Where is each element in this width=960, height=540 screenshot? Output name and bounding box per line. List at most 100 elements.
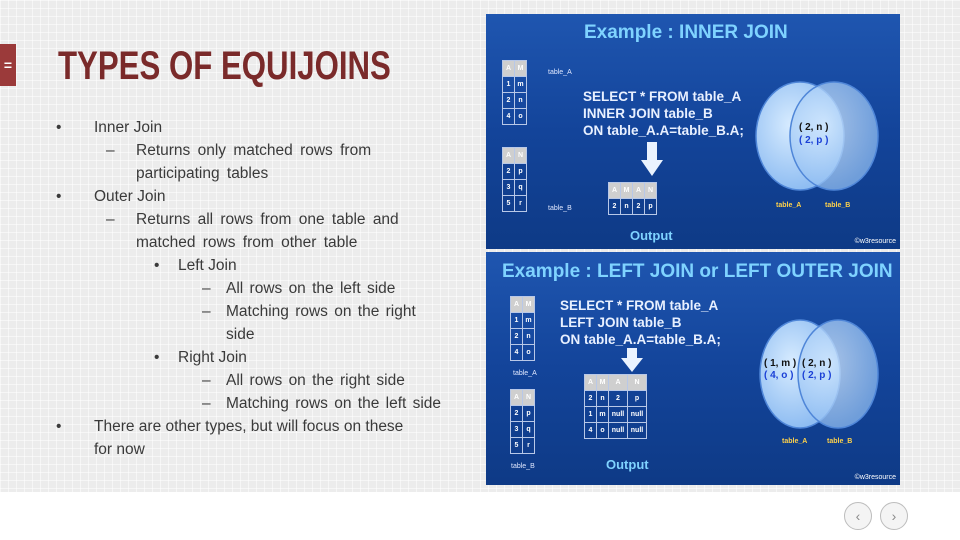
- table-cell: 3: [510, 421, 523, 438]
- table-cell: r: [522, 437, 535, 454]
- bullet-marker: •: [56, 119, 62, 136]
- sql-line: ON table_A.A=table_B.A;: [583, 123, 744, 138]
- output-label: Output: [630, 228, 673, 243]
- bullet-item: – All rows on the right side: [56, 369, 476, 392]
- venn-diagram: [755, 81, 879, 191]
- table-cell: 2: [510, 405, 523, 422]
- table-cell: m: [514, 76, 527, 93]
- table-cell: 1: [510, 312, 523, 329]
- bullet-text: for now: [94, 441, 145, 458]
- table-cell: n: [514, 92, 527, 109]
- table-cell: 2: [632, 198, 645, 215]
- table-cell: p: [644, 198, 657, 215]
- bullet-text: Returns only matched rows from: [136, 142, 372, 159]
- sql-line: ON table_A.A=table_B.A;: [560, 332, 721, 347]
- table-cell: A: [502, 147, 515, 164]
- bullet-item: • There are other types, but will focus o…: [56, 415, 476, 438]
- bullet-text: Right Join: [178, 349, 247, 366]
- previous-slide-button[interactable]: ‹: [844, 502, 872, 530]
- bullet-marker: –: [202, 280, 211, 297]
- bullet-item: for now: [56, 438, 476, 461]
- table-a-label: table_A: [513, 370, 537, 377]
- bullet-text: Inner Join: [94, 119, 163, 136]
- table-cell: A: [584, 374, 597, 391]
- output-label: Output: [606, 457, 649, 472]
- bullet-list: • Inner Join – Returns only matched rows fr…: [56, 116, 476, 461]
- bullet-item: • Outer Join: [56, 185, 476, 208]
- table-cell: 4: [584, 422, 597, 439]
- bullet-text: There are other types, but will focus on…: [94, 418, 404, 435]
- sql-line: INNER JOIN table_B: [583, 106, 713, 121]
- table-cell: M: [522, 296, 535, 313]
- bullet-item: – Matching rows on the left side: [56, 392, 476, 415]
- table-cell: 1: [502, 76, 515, 93]
- table-cell: A: [632, 182, 645, 199]
- table-b-label: table_B: [548, 205, 572, 212]
- menu-tab-icon[interactable]: =: [0, 44, 16, 86]
- table-cell: m: [522, 312, 535, 329]
- table-cell: 3: [502, 179, 515, 196]
- venn-pair-1: ( 2, n ): [799, 122, 829, 133]
- bullet-item: – Returns only matched rows from: [56, 139, 476, 162]
- venn-label-a: table_A: [776, 202, 802, 209]
- table-cell: null: [627, 422, 647, 439]
- bullet-marker: •: [56, 418, 62, 435]
- down-arrow-icon: [621, 348, 643, 372]
- bullet-item: side: [56, 323, 476, 346]
- table-cell: 1: [584, 406, 597, 423]
- bullet-text: Left Join: [178, 257, 237, 274]
- left-join-diagram: Example : LEFT JOIN or LEFT OUTER JOIN A…: [486, 252, 900, 485]
- table-cell: r: [514, 195, 527, 212]
- slide-title: TYPES OF EQUIJOINS: [58, 44, 391, 88]
- table-b-label: table_B: [511, 463, 535, 470]
- bullet-item: participating tables: [56, 162, 476, 185]
- table-cell: A: [510, 296, 523, 313]
- bullet-marker: •: [154, 257, 160, 274]
- bullet-text: Matching rows on the right: [226, 303, 416, 320]
- bullet-text: All rows on the right side: [226, 372, 405, 389]
- table-cell: p: [514, 163, 527, 180]
- table-cell: p: [627, 390, 647, 407]
- next-slide-button[interactable]: ›: [880, 502, 908, 530]
- table-cell: n: [596, 390, 609, 407]
- venn-diagram: [759, 319, 879, 429]
- table-cell: 2: [502, 163, 515, 180]
- chevron-right-icon: ›: [891, 508, 897, 524]
- table-cell: q: [514, 179, 527, 196]
- bullet-marker: –: [106, 211, 115, 228]
- down-arrow-icon: [641, 142, 663, 176]
- venn-a-pair-2: ( 4, o ): [764, 370, 794, 381]
- table-cell: 4: [510, 344, 523, 361]
- inner-join-title: Example : INNER JOIN: [584, 22, 788, 43]
- table-cell: 2: [510, 328, 523, 345]
- bullet-text: Returns all rows from one table and: [136, 211, 399, 228]
- table-row: 1 m null null: [584, 406, 647, 423]
- venn-pair-2: ( 2, p ): [799, 135, 829, 146]
- bullet-marker: –: [106, 142, 115, 159]
- bullet-text: side: [226, 326, 255, 343]
- left-join-title: Example : LEFT JOIN or LEFT OUTER JOIN: [502, 261, 893, 282]
- table-cell: A: [510, 389, 523, 406]
- table-cell: o: [514, 108, 527, 125]
- bullet-marker: –: [202, 372, 211, 389]
- table-cell: 2: [608, 390, 628, 407]
- venn-b-pair-2: ( 2, p ): [802, 370, 832, 381]
- table-cell: q: [522, 421, 535, 438]
- table-cell: M: [596, 374, 609, 391]
